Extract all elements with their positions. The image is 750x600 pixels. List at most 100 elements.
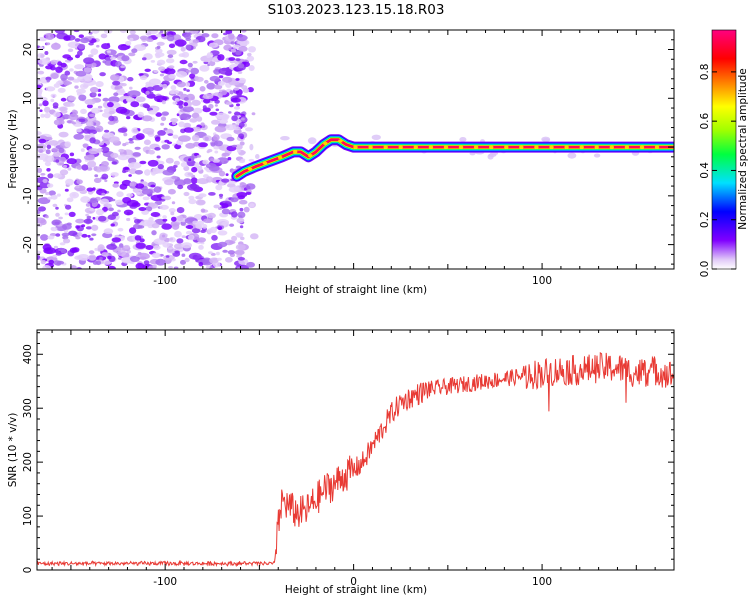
noise-blob bbox=[74, 85, 79, 89]
noise-blob bbox=[102, 60, 107, 64]
noise-blob bbox=[62, 164, 68, 169]
noise-blob bbox=[197, 199, 206, 205]
noise-blob bbox=[84, 99, 96, 105]
ridge-dot bbox=[383, 145, 388, 149]
noise-blob bbox=[95, 125, 104, 133]
noise-blob bbox=[155, 48, 163, 54]
noise-blob bbox=[216, 219, 230, 226]
noise-blob bbox=[59, 156, 67, 163]
noise-blob bbox=[45, 65, 53, 70]
noise-blob bbox=[150, 194, 164, 201]
noise-blob bbox=[67, 76, 75, 81]
noise-blob bbox=[38, 36, 47, 42]
noise-blob bbox=[83, 218, 93, 224]
noise-blob bbox=[198, 193, 207, 198]
noise-blob bbox=[237, 71, 243, 74]
noise-blob bbox=[161, 223, 172, 230]
noise-blob bbox=[142, 103, 149, 108]
noise-blob bbox=[111, 237, 122, 243]
noise-blob bbox=[135, 96, 146, 103]
noise-blob bbox=[197, 237, 206, 243]
noise-blob bbox=[135, 254, 140, 258]
y-tick-label: 0 bbox=[22, 144, 34, 151]
noise-blob bbox=[167, 188, 176, 195]
noise-blob bbox=[78, 118, 86, 123]
noise-blob bbox=[42, 159, 48, 162]
noise-blob bbox=[151, 230, 157, 236]
noise-blob bbox=[210, 158, 215, 161]
noise-blob bbox=[87, 154, 95, 159]
noise-blob bbox=[63, 238, 71, 244]
ridge-dot bbox=[398, 145, 403, 149]
ridge-dot bbox=[262, 161, 268, 165]
noise-blob bbox=[189, 118, 198, 123]
noise-blob bbox=[87, 234, 91, 238]
noise-blob bbox=[154, 136, 161, 142]
noise-blob bbox=[228, 111, 232, 114]
noise-blob bbox=[138, 207, 147, 211]
noise-blob bbox=[235, 244, 246, 251]
noise-blob bbox=[37, 143, 47, 150]
noise-blob bbox=[120, 30, 127, 34]
noise-blob bbox=[59, 169, 69, 176]
noise-blob bbox=[239, 141, 245, 146]
ridge-dot bbox=[368, 145, 373, 149]
noise-blob bbox=[234, 249, 245, 256]
noise-blob bbox=[38, 149, 44, 153]
noise-blob bbox=[93, 177, 102, 183]
noise-blob bbox=[66, 119, 74, 124]
noise-blob bbox=[221, 116, 229, 121]
ridge-dot bbox=[413, 145, 418, 149]
noise-blob bbox=[126, 199, 139, 207]
y-tick-label: -20 bbox=[22, 236, 34, 253]
noise-blob bbox=[170, 85, 177, 91]
noise-blob bbox=[237, 257, 245, 261]
noise-blob bbox=[87, 160, 97, 168]
noise-blob bbox=[126, 97, 135, 103]
noise-blob bbox=[63, 35, 71, 41]
noise-blob bbox=[145, 245, 154, 250]
noise-blob bbox=[215, 251, 220, 256]
noise-blob bbox=[96, 44, 100, 48]
noise-blob bbox=[89, 86, 99, 93]
noise-blob bbox=[97, 105, 103, 109]
noise-blob bbox=[219, 89, 223, 93]
noise-blob bbox=[66, 56, 74, 61]
noise-blob bbox=[38, 58, 51, 65]
noise-blob bbox=[51, 42, 61, 50]
noise-blob bbox=[185, 225, 194, 229]
noise-blob bbox=[37, 250, 42, 255]
noise-blob bbox=[182, 106, 194, 113]
y-tick-label: -10 bbox=[22, 187, 34, 204]
noise-blob bbox=[188, 252, 202, 260]
noise-blob bbox=[77, 232, 83, 237]
noise-blob bbox=[231, 211, 238, 218]
noise-blob bbox=[146, 131, 154, 135]
noise-blob bbox=[181, 242, 193, 249]
noise-blob bbox=[205, 176, 214, 183]
noise-blob bbox=[186, 89, 190, 92]
noise-blob bbox=[171, 201, 176, 205]
noise-blob bbox=[156, 98, 161, 102]
figure-title: S103.2023.123.15.18.R03 bbox=[268, 2, 445, 18]
ridge-dot bbox=[504, 145, 509, 149]
noise-blob bbox=[184, 34, 192, 39]
ridge-dot bbox=[549, 145, 554, 149]
noise-blob bbox=[130, 181, 137, 187]
noise-blob bbox=[39, 109, 43, 112]
noise-blob bbox=[173, 266, 179, 269]
noise-blob bbox=[237, 149, 241, 153]
noise-blob bbox=[210, 252, 216, 256]
noise-blob bbox=[53, 119, 63, 126]
noise-blob bbox=[89, 197, 98, 204]
noise-blob bbox=[236, 103, 240, 107]
noise-blob bbox=[246, 261, 256, 268]
noise-blob bbox=[77, 43, 86, 50]
noise-blob bbox=[194, 162, 200, 167]
noise-blob bbox=[45, 141, 50, 146]
noise-blob bbox=[221, 178, 230, 183]
noise-blob bbox=[94, 174, 99, 178]
noise-blob bbox=[151, 252, 161, 259]
noise-blob bbox=[171, 216, 177, 222]
